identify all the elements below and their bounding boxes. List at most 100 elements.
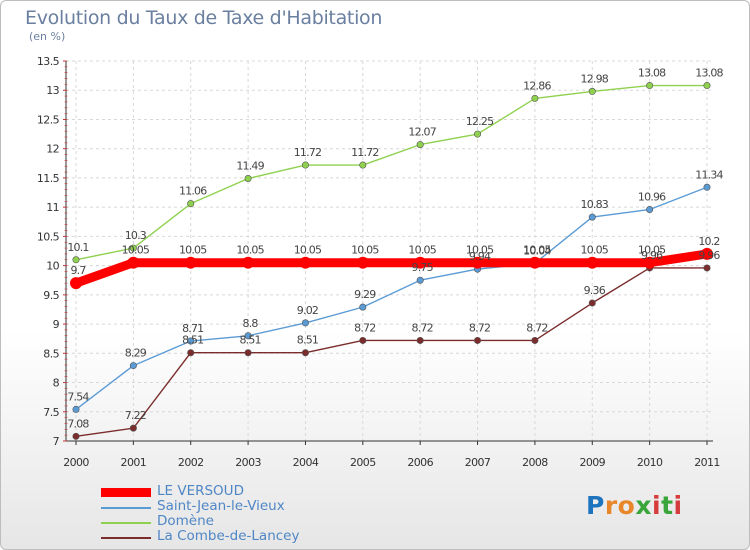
data-point	[646, 205, 654, 213]
data-label: 8.72	[412, 321, 433, 334]
data-labels: 9.710.05 10.05 10.05 10.05 10.05 10.05 10.05 10…	[67, 67, 724, 431]
data-label: 8.71	[182, 322, 203, 335]
data-label: 11.72	[294, 146, 322, 159]
data-label: 9.7	[70, 264, 86, 277]
legend-item: Saint-Jean-le-Vieux	[101, 498, 361, 515]
data-point	[643, 256, 656, 269]
y-tick-label: 13.5	[37, 55, 60, 68]
y-tick-label: 12	[46, 143, 59, 156]
data-point	[414, 256, 427, 269]
series-line-0	[71, 249, 712, 288]
x-tick-label: 2002	[178, 456, 204, 469]
data-point	[244, 349, 252, 357]
data-label: 9.36	[584, 284, 606, 297]
data-label: 10.3	[125, 229, 147, 242]
y-tick-label: 10.5	[37, 230, 60, 243]
data-label: 9.94	[469, 250, 491, 263]
data-point	[474, 130, 482, 138]
data-point	[301, 349, 309, 357]
data-label: 8.51	[239, 334, 260, 347]
data-label: 10.05	[638, 244, 666, 257]
data-label: 8.72	[526, 321, 547, 334]
legend-label: Domène	[157, 513, 214, 529]
data-label: 13.08	[638, 67, 666, 80]
chart-unit-label: (en %)	[29, 30, 66, 43]
data-point	[359, 303, 367, 311]
logo-letter: i	[652, 491, 662, 520]
series	[70, 82, 713, 440]
grid	[66, 60, 713, 442]
data-point	[129, 424, 137, 432]
data-point	[471, 256, 484, 269]
data-label: 10.05	[122, 244, 150, 257]
data-point	[588, 299, 596, 307]
data-label: 12.86	[523, 79, 551, 92]
data-label: 7.54	[67, 390, 89, 403]
data-label: 7.08	[67, 417, 89, 430]
logo-letter: t	[661, 491, 674, 520]
x-tick-label: 2008	[522, 456, 548, 469]
data-point	[359, 161, 367, 169]
data-point	[187, 349, 195, 357]
series-line-1	[75, 186, 708, 411]
data-point	[359, 336, 367, 344]
data-label: 10.05	[236, 244, 264, 257]
data-label: 10.2	[698, 235, 719, 248]
data-label: 8.29	[125, 347, 147, 360]
data-label: 10.04	[523, 244, 551, 257]
data-point	[416, 336, 424, 344]
data-point	[301, 161, 309, 169]
data-label: 10.05	[351, 244, 379, 257]
x-tick-label: 2004	[293, 456, 319, 469]
data-point	[416, 141, 424, 149]
data-label: 10.05	[523, 244, 551, 257]
logo-letter: i	[673, 491, 683, 520]
data-label: 11.06	[179, 185, 207, 198]
data-point	[129, 362, 137, 370]
data-point	[531, 94, 539, 102]
legend-item: LE VERSOUD	[101, 483, 361, 500]
data-label: 12.25	[466, 115, 494, 128]
data-point	[588, 87, 596, 95]
data-point	[187, 337, 195, 345]
data-label: 12.07	[408, 126, 436, 139]
data-label: 11.72	[351, 146, 379, 159]
data-label: 9.02	[297, 304, 318, 317]
data-label: 9.96	[698, 249, 720, 262]
data-label: 13.08	[695, 67, 723, 80]
data-point	[244, 175, 252, 183]
data-point	[588, 213, 596, 221]
data-point	[244, 332, 252, 340]
y-tick-label: 12.5	[37, 113, 60, 126]
logo-letter: o	[617, 491, 636, 520]
legend-item: La Combe-de-Lancey	[101, 528, 361, 545]
y-tick-label: 10	[46, 260, 59, 273]
x-tick-label: 2007	[465, 456, 491, 469]
data-label: 8.72	[354, 321, 375, 334]
logo-letter: P	[586, 491, 605, 520]
y-tick-label: 7	[53, 435, 60, 448]
data-point	[301, 319, 309, 327]
data-label: 8.51	[182, 334, 203, 347]
data-point	[242, 256, 255, 269]
data-label: 10.96	[638, 190, 666, 203]
x-tick-label: 2001	[121, 456, 147, 469]
data-point	[72, 256, 80, 264]
data-label: 7.22	[125, 409, 146, 422]
legend-item: Domène	[101, 513, 361, 530]
data-point	[701, 247, 713, 260]
legend-swatch	[101, 488, 151, 497]
data-label: 8.72	[469, 321, 490, 334]
data-label: 9.29	[354, 288, 376, 301]
legend-label: La Combe-de-Lancey	[157, 528, 300, 544]
data-point	[129, 244, 137, 252]
data-point	[356, 256, 369, 269]
legend-swatch	[101, 522, 151, 524]
logo-letter: r	[604, 491, 618, 520]
proxiti-logo: Proxiti	[586, 491, 683, 520]
data-point	[72, 432, 80, 440]
data-point	[299, 256, 312, 269]
legend: LE VERSOUD Saint-Jean-le-Vieux Domène La Co…	[101, 483, 361, 545]
axes: 7 7.5 8 8.5 9 9.5 10 10.5 11 11.5 12 12.5 13 13.5 2000…	[37, 55, 720, 469]
